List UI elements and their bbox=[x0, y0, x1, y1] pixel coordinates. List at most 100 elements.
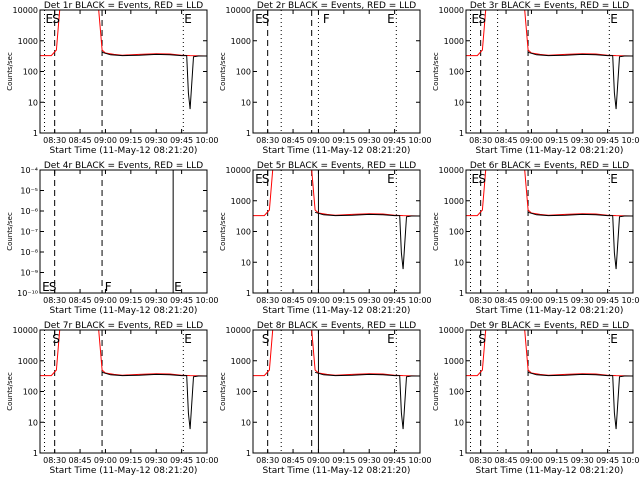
y-tick-label: 1 bbox=[246, 289, 251, 298]
x-tick-label: 09:45 bbox=[170, 456, 193, 465]
panel-title: Det 3r BLACK = Events, RED = LLD bbox=[470, 1, 629, 11]
plot-frame bbox=[252, 9, 421, 134]
series-line-lld bbox=[466, 330, 633, 377]
y-tick-label: 100 bbox=[449, 388, 464, 397]
plot-area bbox=[267, 10, 397, 133]
plot-area bbox=[466, 170, 633, 293]
y-tick-label: 1000 bbox=[18, 37, 38, 46]
y-tick-label: 10 bbox=[241, 418, 251, 427]
x-tick-label: 09:15 bbox=[545, 456, 568, 465]
x-tick-label: 10:00 bbox=[408, 136, 431, 145]
panel-title: Det 1r BLACK = Events, RED = LLD bbox=[44, 1, 203, 11]
plot-frame bbox=[465, 9, 634, 134]
event-marker-label: E bbox=[184, 12, 192, 26]
x-tick-label: 08:45 bbox=[495, 136, 518, 145]
y-tick-label: 1 bbox=[246, 129, 251, 138]
y-tick-label: 10⁻⁸ bbox=[20, 248, 38, 257]
y-tick-label: 10⁻⁷ bbox=[20, 228, 38, 237]
event-marker-label: S bbox=[262, 172, 270, 186]
x-tick-label: 09:45 bbox=[383, 296, 406, 305]
y-tick-label: 1000 bbox=[231, 197, 251, 206]
x-tick-label: 09:45 bbox=[596, 296, 619, 305]
x-tick-label: 10:00 bbox=[408, 296, 431, 305]
x-tick-label: 09:15 bbox=[119, 456, 142, 465]
y-axis-label: Counts/sec bbox=[6, 52, 14, 91]
panel-title: Det 9r BLACK = Events, RED = LLD bbox=[470, 321, 629, 331]
y-tick-label: 10⁻¹⁰ bbox=[17, 289, 38, 298]
event-marker-label: E bbox=[42, 280, 50, 294]
x-tick-label: 09:45 bbox=[170, 136, 193, 145]
y-tick-label: 10000 bbox=[13, 6, 38, 15]
plot-area bbox=[253, 330, 420, 453]
y-tick-label: 100 bbox=[236, 388, 251, 397]
y-tick-label: 1 bbox=[246, 449, 251, 458]
x-tick-label: 10:00 bbox=[195, 296, 218, 305]
y-tick-label: 100 bbox=[236, 228, 251, 237]
y-tick-label: 10000 bbox=[13, 326, 38, 335]
x-tick-label: 09:00 bbox=[307, 456, 330, 465]
x-tick-label: 10:00 bbox=[621, 136, 640, 145]
event-marker-label: S bbox=[262, 12, 270, 26]
y-tick-label: 1000 bbox=[231, 37, 251, 46]
x-tick-label: 08:45 bbox=[282, 456, 305, 465]
y-tick-label: 100 bbox=[23, 68, 38, 77]
y-tick-label: 10000 bbox=[226, 166, 251, 175]
x-tick-label: 08:30 bbox=[256, 456, 279, 465]
series-line-lld bbox=[40, 10, 207, 57]
x-tick-label: 08:45 bbox=[282, 296, 305, 305]
y-tick-label: 10⁻⁹ bbox=[20, 269, 38, 278]
y-tick-label: 1 bbox=[459, 289, 464, 298]
x-tick-label: 10:00 bbox=[621, 296, 640, 305]
y-tick-label: 100 bbox=[449, 228, 464, 237]
event-marker-label: S bbox=[52, 332, 60, 346]
x-tick-label: 09:15 bbox=[545, 136, 568, 145]
x-tick-label: 08:30 bbox=[43, 136, 66, 145]
y-tick-label: 1 bbox=[33, 449, 38, 458]
series-line-lld bbox=[466, 170, 633, 217]
event-marker-label: S bbox=[262, 332, 270, 346]
plot-area bbox=[54, 170, 174, 293]
y-tick-label: 10⁻⁵ bbox=[20, 187, 38, 196]
x-tick-label: 09:30 bbox=[145, 136, 168, 145]
x-tick-label: 08:30 bbox=[43, 296, 66, 305]
x-tick-label: 09:45 bbox=[383, 136, 406, 145]
x-axis-label: Start Time (11-May-12 08:21:20) bbox=[263, 466, 411, 476]
x-axis-label: Start Time (11-May-12 08:21:20) bbox=[476, 306, 624, 316]
series-line-lld bbox=[253, 330, 420, 377]
event-marker-label: E bbox=[610, 12, 618, 26]
y-tick-label: 10000 bbox=[226, 326, 251, 335]
event-marker-label: E bbox=[610, 172, 618, 186]
x-tick-label: 10:00 bbox=[195, 456, 218, 465]
series-line-lld bbox=[253, 170, 420, 217]
x-tick-label: 08:30 bbox=[469, 456, 492, 465]
plot-frame bbox=[39, 329, 208, 454]
plot-frame bbox=[39, 169, 208, 294]
series-line-events bbox=[101, 371, 207, 430]
x-tick-label: 09:30 bbox=[571, 456, 594, 465]
x-tick-label: 09:30 bbox=[358, 296, 381, 305]
series-line-events bbox=[101, 51, 207, 110]
x-tick-label: 10:00 bbox=[621, 456, 640, 465]
series-line-events bbox=[314, 371, 420, 430]
y-axis-label: Counts/sec bbox=[219, 212, 227, 251]
y-tick-label: 100 bbox=[449, 68, 464, 77]
event-marker-label: E bbox=[184, 332, 192, 346]
y-tick-label: 1000 bbox=[444, 197, 464, 206]
x-tick-label: 09:00 bbox=[307, 296, 330, 305]
y-tick-label: 10 bbox=[454, 98, 464, 107]
event-marker-label: F bbox=[105, 280, 112, 294]
y-tick-label: 10 bbox=[454, 258, 464, 267]
x-axis-label: Start Time (11-May-12 08:21:20) bbox=[50, 466, 198, 476]
y-tick-label: 10 bbox=[28, 418, 38, 427]
plot-area bbox=[466, 330, 633, 453]
x-tick-label: 09:30 bbox=[358, 456, 381, 465]
x-tick-label: 08:30 bbox=[256, 296, 279, 305]
